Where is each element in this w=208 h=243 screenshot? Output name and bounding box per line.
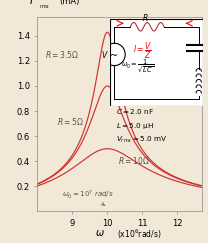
Text: $R = 5\Omega$: $R = 5\Omega$ <box>57 116 84 127</box>
Text: $C = 2.0\ \mathrm{nF}$: $C = 2.0\ \mathrm{nF}$ <box>116 107 155 116</box>
Text: $L = 5.0\ \mathrm{\mu H}$: $L = 5.0\ \mathrm{\mu H}$ <box>116 121 155 131</box>
Text: $\omega_0 = 10^7$ rad/s: $\omega_0 = 10^7$ rad/s <box>62 189 114 206</box>
Text: $I$: $I$ <box>29 0 34 6</box>
Text: $_{rms}$: $_{rms}$ <box>39 4 50 11</box>
Text: $V_{rms} = 5.0\ \mathrm{mV}$: $V_{rms} = 5.0\ \mathrm{mV}$ <box>116 134 168 145</box>
Text: (mA): (mA) <box>59 0 79 6</box>
Text: $\omega$: $\omega$ <box>95 228 105 238</box>
Text: (x10$^6$rad/s): (x10$^6$rad/s) <box>117 228 162 241</box>
Text: $R = 10\Omega$: $R = 10\Omega$ <box>118 155 150 166</box>
Text: $R = 3.5\Omega$: $R = 3.5\Omega$ <box>45 49 79 61</box>
